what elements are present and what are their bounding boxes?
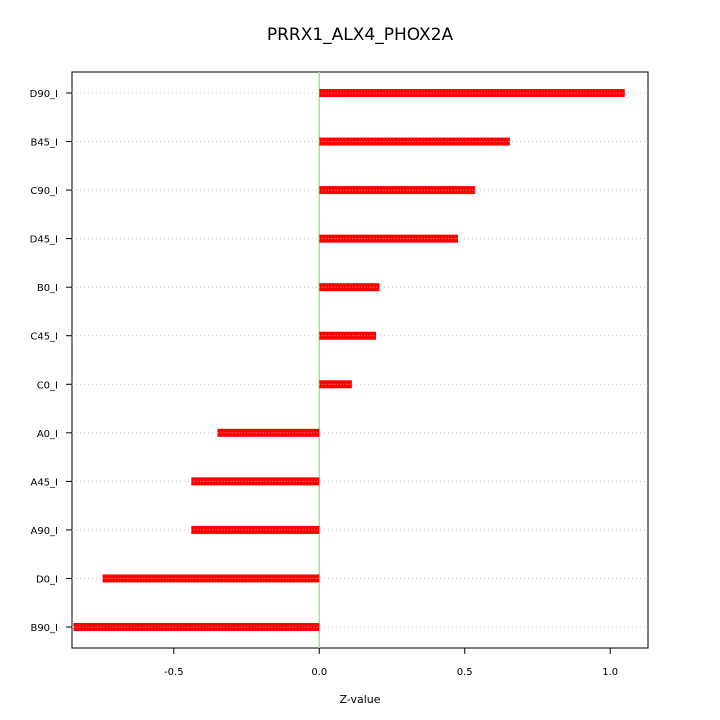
bar-C45_I xyxy=(319,331,376,340)
x-tick-label: 0.0 xyxy=(311,667,327,678)
bar-C90_I xyxy=(319,186,475,195)
y-tick-label: D90_I xyxy=(30,89,58,100)
bars xyxy=(73,89,625,631)
x-tick-label: -0.5 xyxy=(164,667,184,678)
grid-lines xyxy=(72,92,648,628)
x-tick-label: 0.5 xyxy=(457,667,473,678)
y-tick-label: B90_I xyxy=(30,623,58,634)
y-tick-label: B0_I xyxy=(37,283,58,294)
y-tick-label: C90_I xyxy=(30,186,58,197)
bar-B90_I xyxy=(73,623,320,631)
chart-title: PRRX1_ALX4_PHOX2A xyxy=(267,25,454,45)
bar-A0_I xyxy=(217,428,320,437)
bar-D90_I xyxy=(319,89,625,97)
x-tick-label: 1.0 xyxy=(602,667,618,678)
plot-frame xyxy=(71,71,649,649)
y-tick-label: A90_I xyxy=(30,526,58,537)
y-tick-label: B45_I xyxy=(30,138,58,149)
x-axis: -0.5 0.0 0.5 1.0 xyxy=(164,648,618,678)
bar-C0_I xyxy=(319,380,352,389)
y-tick-label: C45_I xyxy=(30,332,58,343)
y-tick-label: C0_I xyxy=(37,380,58,391)
y-tick-label: D45_I xyxy=(30,235,58,246)
y-axis: D90_I B45_I C90_I D45_I B0_I C45_I C0_I A0_I A45… xyxy=(30,89,72,634)
y-tick-label: A0_I xyxy=(37,429,58,440)
y-tick-label: A45_I xyxy=(30,477,58,488)
bar-B45_I xyxy=(319,137,510,146)
x-axis-label: Z-value xyxy=(339,693,380,706)
y-tick-label: D0_I xyxy=(36,574,58,585)
